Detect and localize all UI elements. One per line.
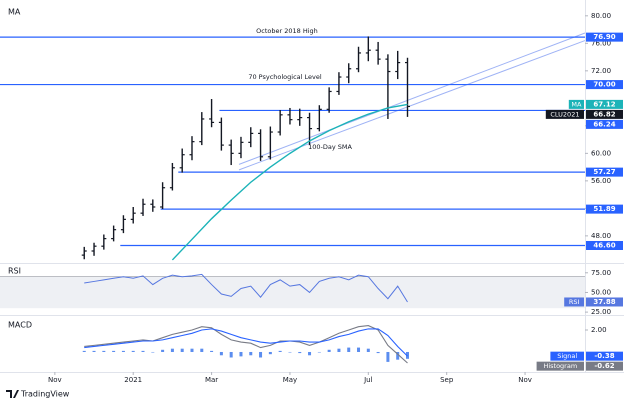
value-box-label: RSI (569, 298, 580, 306)
y-tick-label: 75.00 (591, 269, 611, 277)
y-tick-label: 76.00 (591, 39, 611, 47)
histogram-bar (161, 349, 165, 352)
value-box: 51.89 (593, 205, 615, 213)
value-box-label-bg (545, 109, 584, 119)
histogram-bar (92, 350, 96, 352)
y-tick-label: 50.00 (591, 288, 611, 296)
x-tick-label: Nov (518, 376, 532, 384)
annotation: 70 Psychological Level (248, 73, 322, 81)
value-box-label-bg (550, 351, 584, 361)
histogram-bar (200, 348, 204, 352)
histogram-bar (112, 350, 116, 352)
value-box-label-bg (536, 361, 584, 371)
histogram-bar (317, 351, 321, 353)
value-box-label-bg (564, 297, 584, 307)
histogram-bar (278, 350, 282, 352)
histogram-bar (308, 351, 312, 356)
value-box-bg (586, 109, 623, 119)
histogram-bar (357, 347, 361, 352)
histogram-bar (180, 348, 184, 352)
value-box: -0.38 (594, 352, 614, 360)
value-box-bg (586, 361, 623, 371)
histogram-bar (268, 351, 272, 355)
value-box: 46.60 (593, 241, 615, 249)
value-box-label-bg (568, 99, 584, 109)
histogram-bar (82, 350, 86, 352)
x-tick-label: Mar (205, 376, 218, 384)
value-box-bg (586, 240, 623, 250)
value-box-bg (586, 204, 623, 214)
y-tick-label: 72.00 (591, 67, 611, 75)
y-tick-label: 56.00 (591, 177, 611, 185)
histogram-bar (347, 347, 351, 352)
rsi-band (0, 276, 585, 309)
value-box: 70.00 (593, 81, 615, 89)
panel-title: MACD (8, 321, 32, 330)
annotation: 100-Day SMA (308, 143, 352, 151)
value-box-bg (586, 119, 623, 129)
value-box: -0.62 (594, 362, 614, 370)
value-box: 57.27 (593, 168, 615, 176)
histogram-bar (396, 351, 400, 360)
y-tick-label: 60.00 (591, 149, 611, 157)
value-box-label: CLU2021 (550, 110, 579, 118)
sma-line (171, 103, 408, 261)
histogram-bar (229, 351, 233, 358)
x-tick-label: Nov (48, 376, 62, 384)
histogram-bar (366, 348, 370, 352)
x-tick-label: 2021 (124, 376, 142, 384)
annotation: October 2018 High (256, 27, 318, 35)
y-tick-label: 80.00 (591, 12, 611, 20)
histogram-bar (249, 351, 253, 356)
histogram-bar (288, 351, 292, 353)
y-tick-label: 2.00 (591, 326, 607, 334)
histogram-bar (327, 349, 331, 352)
panel-title: RSI (8, 267, 21, 276)
value-box-label: Histogram (543, 362, 577, 370)
x-tick-label: Sep (440, 376, 454, 384)
histogram-bar (386, 351, 390, 362)
signal-line (84, 328, 408, 357)
histogram-bar (259, 351, 263, 358)
histogram-bar (131, 350, 135, 352)
value-box-bg (586, 297, 623, 307)
histogram-bar (141, 350, 145, 352)
trend-channel (238, 32, 586, 165)
value-box-bg (586, 32, 623, 42)
y-tick-label: 48.00 (591, 232, 611, 240)
brand-logo (6, 390, 19, 398)
value-box-bg (586, 99, 623, 109)
brand: TradingView (20, 390, 70, 399)
value-box-bg (586, 167, 623, 177)
histogram-bar (376, 351, 380, 354)
value-box: 67.12 (593, 100, 615, 108)
histogram-bar (219, 351, 223, 356)
histogram-bar (298, 351, 302, 354)
histogram-bar (102, 350, 106, 352)
panel-title: MA (8, 8, 21, 17)
value-box-label: Signal (557, 352, 577, 360)
macd-line (84, 325, 408, 364)
y-tick-label: 25.00 (591, 308, 611, 316)
histogram-bar (190, 348, 194, 352)
x-tick-label: May (283, 376, 297, 384)
value-box-bg (586, 80, 623, 90)
rsi-line (84, 273, 408, 303)
value-box: 66.82 (593, 110, 615, 118)
histogram-bar (239, 351, 243, 357)
value-box: 37.88 (593, 298, 615, 306)
value-box-label: MA (571, 100, 582, 108)
histogram-bar (121, 350, 125, 352)
histogram-bar (337, 348, 341, 352)
histogram-bar (151, 351, 155, 353)
value-box-bg (586, 351, 623, 361)
value-box: 76.90 (593, 33, 615, 41)
histogram-bar (170, 348, 174, 352)
value-box: 66.24 (593, 120, 615, 128)
histogram-bar (210, 350, 214, 352)
x-tick-label: Jul (363, 376, 373, 384)
